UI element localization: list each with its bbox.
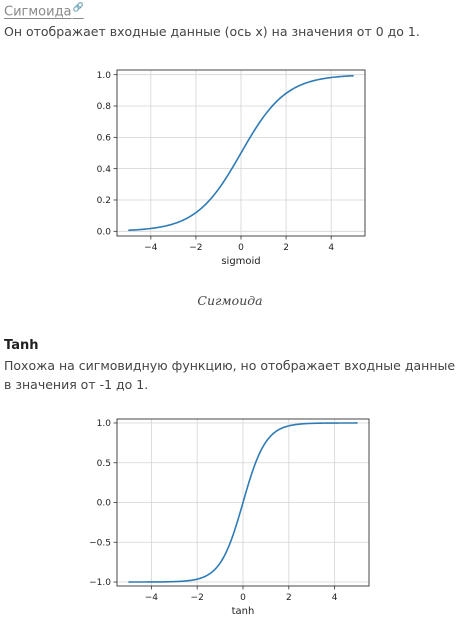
sigmoid-caption: Сигмоида [197,293,263,308]
x-tick-label: −2 [189,243,202,253]
y-tick-label: −1.0 [89,578,111,588]
x-tick-label: −4 [144,243,158,253]
x-tick-label: 0 [238,243,244,253]
sigmoid-section-link[interactable]: Сигмоида🔗 [4,3,84,19]
grid-lines [117,70,365,236]
x-tick-label: 2 [286,593,292,603]
x-tick-label: 4 [332,593,338,603]
y-tick-label: 1.0 [97,71,112,81]
y-tick-label: 0.2 [97,196,111,206]
tanh-heading: Tanh [4,338,39,353]
tanh-description-line1: Похожа на сигмовидную функцию, но отобра… [4,358,456,373]
link-anchor-icon: 🔗 [72,3,84,13]
tanh-curve [128,422,358,583]
x-axis-label: tanh [232,606,255,617]
x-tick-label: 2 [283,243,289,253]
x-tick-label: −4 [145,593,159,603]
y-tick-label: 0.8 [97,102,112,112]
sigmoid-curve [128,74,354,232]
sigmoid-chart: −4 −2 0 2 4 0.0 0.2 0.4 0.6 0.8 1.0 sigmoid [97,69,366,267]
sigmoid-section-title: Сигмоида [4,4,72,20]
x-tick-label: −2 [191,593,204,603]
sigmoid-description: Он отображает входные данные (ось x) на … [4,24,420,39]
y-tick-label: 0.4 [97,165,112,175]
y-tick-label: −0.5 [89,538,111,548]
y-tick-label: 0.5 [97,459,111,469]
x-tick-label: 4 [328,243,334,253]
x-tick-label: 0 [240,593,246,603]
y-tick-label: 0.0 [97,499,112,509]
y-tick-label: 0.0 [97,228,112,238]
y-tick-label: 0.6 [97,134,112,144]
x-axis-label: sigmoid [221,256,260,267]
tanh-description-line2: в значения от -1 до 1. [4,377,149,392]
y-tick-label: 1.0 [97,419,112,429]
